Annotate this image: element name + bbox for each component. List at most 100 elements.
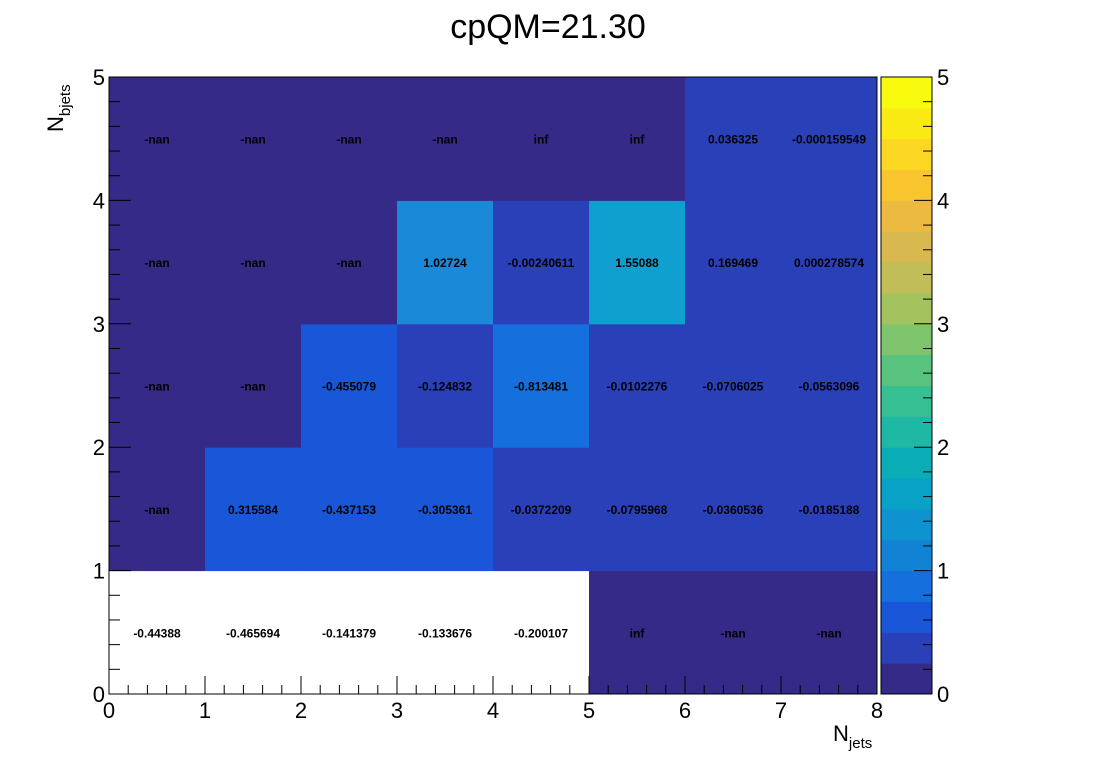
heatmap-cell bbox=[589, 447, 686, 572]
y-tick-label: 5 bbox=[93, 65, 105, 90]
palette-swatch bbox=[881, 570, 932, 602]
heatmap-cell bbox=[781, 447, 878, 572]
cell-value-label: -0.0360536 bbox=[703, 503, 764, 517]
heatmap-cell bbox=[109, 323, 206, 448]
heatmap-cell bbox=[109, 200, 206, 325]
chart-title: cpQM=21.30 bbox=[450, 8, 646, 46]
cell-value-label: -nan bbox=[144, 380, 169, 394]
heatmap-cell bbox=[301, 200, 398, 325]
x-tick-label: 0 bbox=[103, 698, 115, 723]
cell-value-label: 0.169469 bbox=[708, 256, 758, 270]
palette-swatch bbox=[881, 77, 932, 109]
x-tick-label: 1 bbox=[199, 698, 211, 723]
heatmap-cell bbox=[205, 200, 302, 325]
heatmap-cell bbox=[589, 323, 686, 448]
cell-value-label: -0.141379 bbox=[322, 626, 376, 640]
palette-swatch bbox=[881, 231, 932, 263]
x-tick-label: 3 bbox=[391, 698, 403, 723]
heatmap-cell bbox=[685, 447, 782, 572]
palette-swatch bbox=[881, 447, 932, 479]
palette-swatch bbox=[881, 200, 932, 232]
cell-value-label: -nan bbox=[336, 256, 361, 270]
heatmap-cell bbox=[397, 447, 494, 572]
cell-value-label: -0.0706025 bbox=[703, 380, 764, 394]
y-axis-title-sub: bjets bbox=[57, 84, 74, 116]
color-palette bbox=[880, 76, 933, 695]
heatmap-cell bbox=[685, 570, 782, 695]
y-tick-label: 0 bbox=[93, 682, 105, 707]
heatmap-cell bbox=[109, 447, 206, 572]
palette-swatch bbox=[881, 478, 932, 510]
x-axis-title-main: N bbox=[833, 721, 849, 746]
cell-value-label: -0.0795968 bbox=[607, 503, 668, 517]
palette-swatch bbox=[881, 601, 932, 633]
heatmap-cell bbox=[493, 570, 590, 695]
cell-value-label: -0.305361 bbox=[418, 503, 472, 517]
heatmap-cell bbox=[685, 200, 782, 325]
x-axis-title: Njets bbox=[833, 721, 872, 752]
cell-value-label: -nan bbox=[336, 133, 361, 147]
palette-frame bbox=[880, 76, 933, 695]
x-tick-label: 7 bbox=[775, 698, 787, 723]
heatmap-cell bbox=[781, 570, 878, 695]
z-tick-label: 2 bbox=[937, 435, 949, 460]
heatmap-cell bbox=[205, 77, 302, 201]
palette-swatch bbox=[881, 292, 932, 325]
cell-value-label: 1.55088 bbox=[615, 256, 659, 270]
cell-value-label: -0.0185188 bbox=[799, 503, 860, 517]
cell-value-label: -0.0563096 bbox=[799, 380, 860, 394]
heatmap-cell bbox=[685, 323, 782, 448]
cell-value-label: -nan bbox=[432, 133, 457, 147]
heatmap-cell bbox=[589, 200, 686, 325]
cell-value-label: -0.44388 bbox=[133, 626, 181, 640]
z-tick-label: 0 bbox=[937, 682, 949, 707]
heatmap-cell bbox=[109, 570, 206, 695]
cell-value-label: -0.455079 bbox=[322, 380, 376, 394]
x-tick-label: 4 bbox=[487, 698, 499, 723]
cell-value-label: -0.124832 bbox=[418, 380, 472, 394]
heatmap-cell bbox=[493, 323, 590, 448]
z-tick-label: 4 bbox=[937, 188, 949, 213]
heatmap-cell bbox=[205, 447, 302, 572]
heatmap-cell bbox=[781, 323, 878, 448]
cell-value-label: 0.000278574 bbox=[794, 256, 864, 270]
z-tick-label: 3 bbox=[937, 312, 949, 337]
heatmap-cell bbox=[685, 77, 782, 201]
cell-value-label: -0.813481 bbox=[514, 380, 568, 394]
heatmap-cell bbox=[781, 200, 878, 325]
cell-value-label: -nan bbox=[144, 133, 169, 147]
cell-value-label: 0.315584 bbox=[228, 503, 278, 517]
heatmap-cell bbox=[589, 570, 686, 695]
heatmap-cells bbox=[109, 77, 878, 695]
heatmap-cell bbox=[493, 447, 590, 572]
y-tick-label: 2 bbox=[93, 435, 105, 460]
cell-value-label: inf bbox=[534, 133, 550, 147]
heatmap-cell bbox=[301, 570, 398, 695]
heatmap-cell bbox=[397, 200, 494, 325]
cell-value-label: inf bbox=[630, 133, 646, 147]
palette-swatch bbox=[881, 416, 932, 448]
x-axis: 0 1 2 3 4 5 6 7 8 bbox=[103, 676, 883, 723]
heatmap-cell bbox=[397, 570, 494, 695]
cell-value-label: -nan bbox=[240, 256, 265, 270]
heatmap-cell bbox=[493, 200, 590, 325]
y-tick-label: 1 bbox=[93, 559, 105, 584]
palette-swatch bbox=[881, 138, 932, 171]
heatmap-cell bbox=[781, 77, 878, 201]
y-axis: 0 1 2 3 4 5 bbox=[93, 65, 131, 707]
cell-value-label: -nan bbox=[240, 133, 265, 147]
z-tick-label: 5 bbox=[937, 65, 949, 90]
cell-value-label: 0.036325 bbox=[708, 133, 758, 147]
heatmap-cell bbox=[301, 323, 398, 448]
y-tick-label: 4 bbox=[93, 188, 105, 213]
palette-swatch bbox=[881, 663, 932, 695]
cell-value-label: -0.0102276 bbox=[607, 380, 668, 394]
x-tick-label: 8 bbox=[871, 698, 883, 723]
cell-value-label: -nan bbox=[144, 256, 169, 270]
palette-swatch bbox=[881, 169, 932, 201]
heatmap-cell bbox=[397, 323, 494, 448]
heatmap-cell bbox=[589, 77, 686, 201]
palette-swatch bbox=[881, 323, 932, 356]
heatmap-cell bbox=[205, 570, 302, 695]
